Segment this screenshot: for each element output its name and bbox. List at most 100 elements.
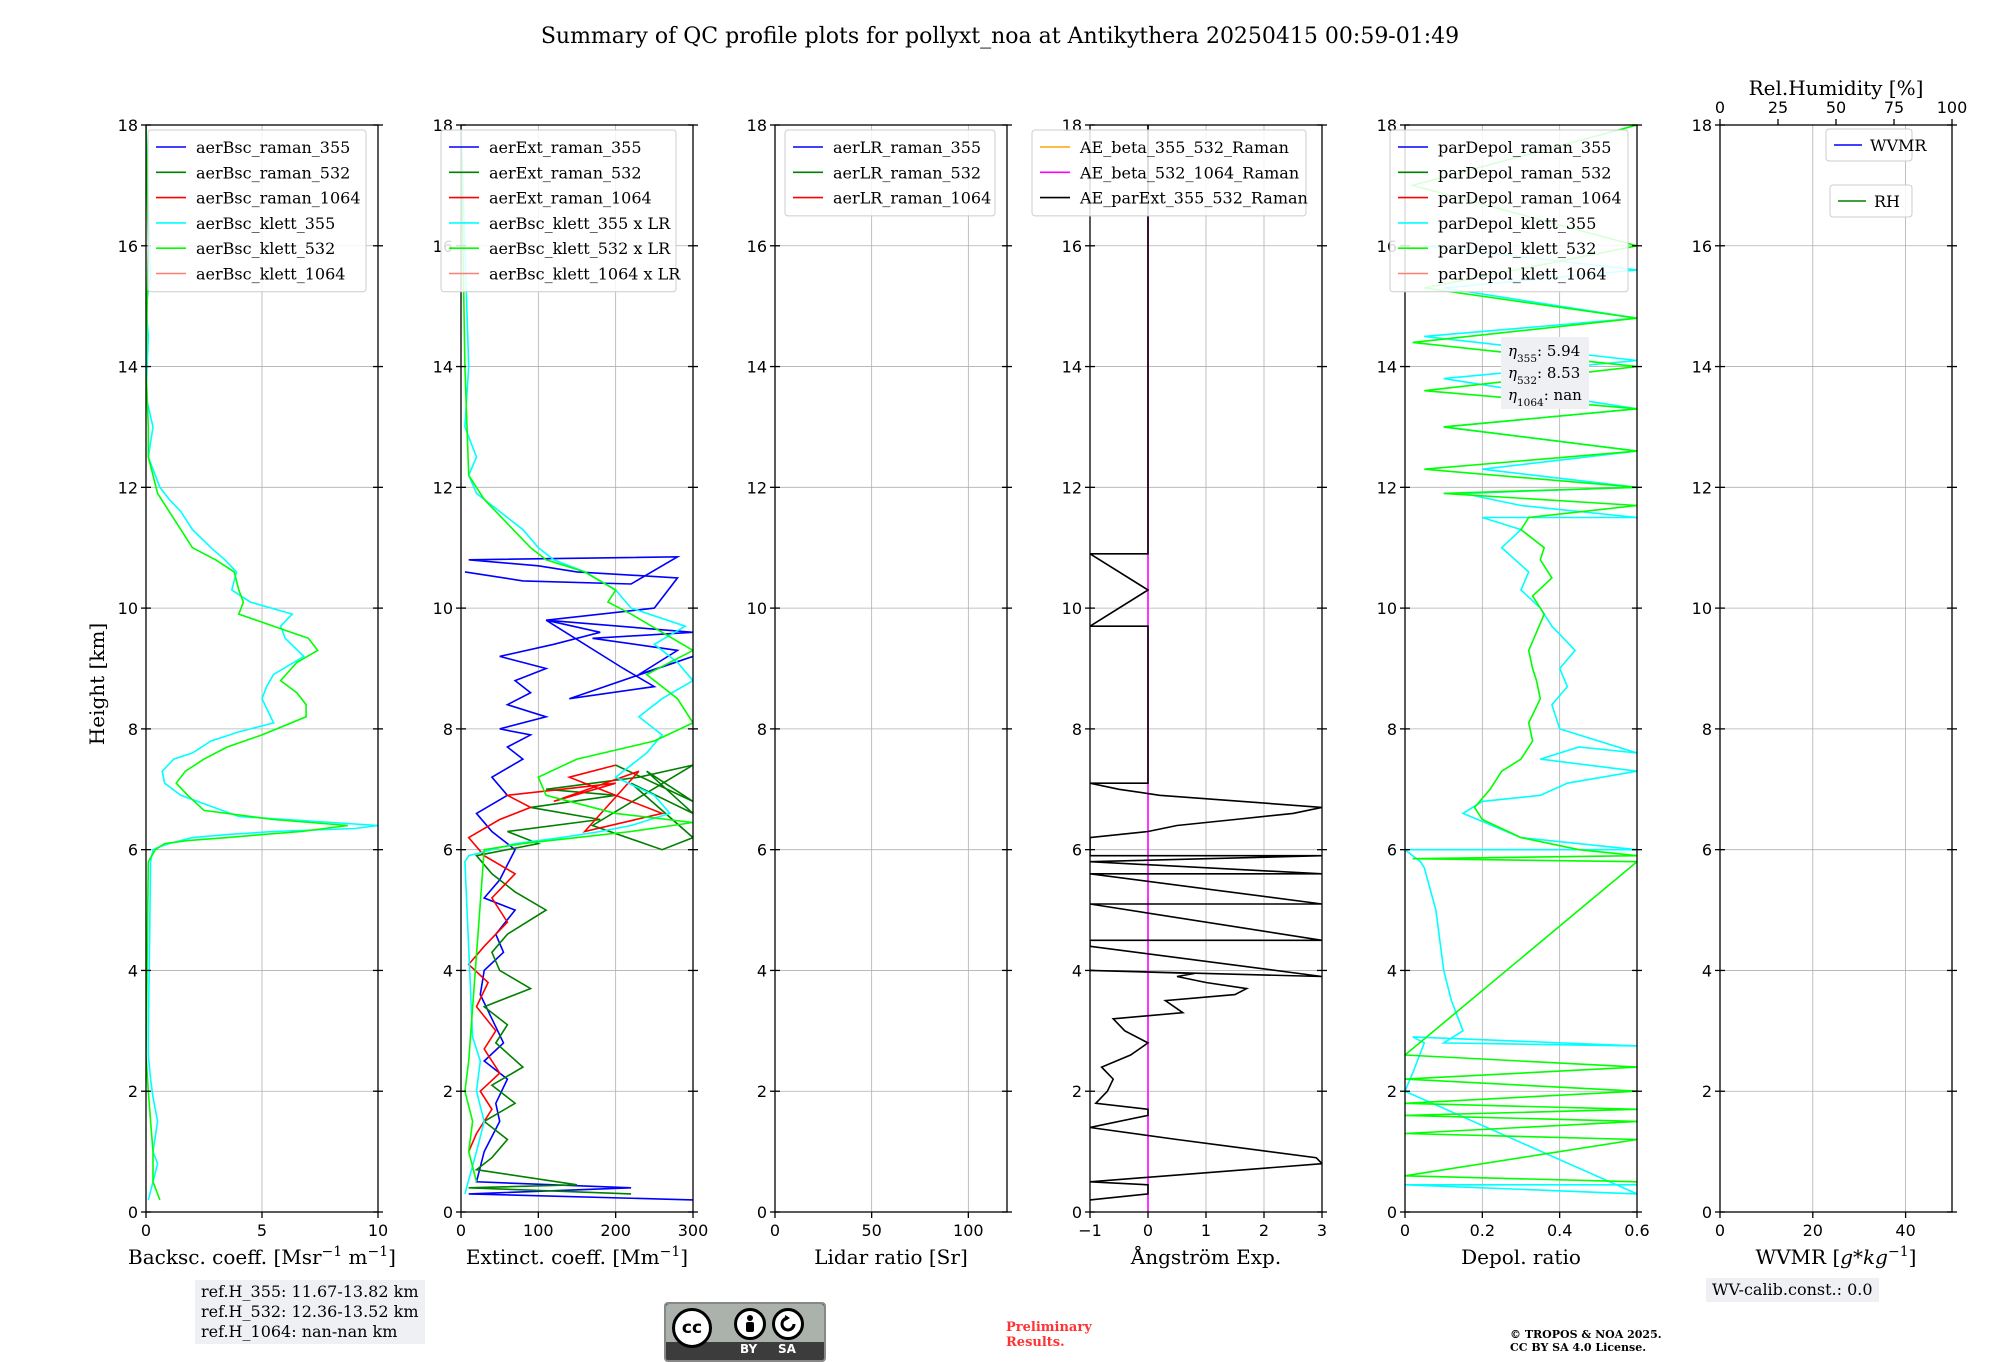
- legend-label: aerExt_raman_355: [489, 138, 642, 157]
- y-tick-label: 12: [1692, 478, 1712, 497]
- series-line-aerExt_raman_1064: [467, 764, 665, 1152]
- license-sa-label: SA: [778, 1342, 796, 1356]
- x-tick-label: 5: [257, 1221, 267, 1240]
- top-x-tick-label: 100: [1937, 98, 1968, 117]
- x-tick-label: 0: [1400, 1221, 1410, 1240]
- legend-label: aerLR_raman_355: [833, 138, 981, 157]
- axes-frame: [460, 124, 694, 1213]
- legend-label: aerLR_raman_532: [833, 163, 981, 182]
- y-tick-label: 4: [443, 961, 453, 980]
- top-x-tick-label: 75: [1884, 98, 1904, 117]
- y-tick-label: 10: [1692, 599, 1712, 618]
- x-tick-label: 0: [770, 1221, 780, 1240]
- wv-calibration-text: WV-calib.const.: 0.0: [1712, 1280, 1873, 1299]
- ref-height-355: ref.H_355: 11.67-13.82 km: [201, 1282, 419, 1301]
- ref-height-532: ref.H_532: 12.36-13.52 km: [201, 1302, 419, 1321]
- legend-label: aerLR_raman_1064: [833, 189, 991, 208]
- axes-frame: [1404, 124, 1638, 1213]
- copyright-notice: © TROPOS & NOA 2025. CC BY SA 4.0 Licens…: [1510, 1328, 1662, 1354]
- x-tick-label: 300: [678, 1221, 709, 1240]
- legend-label: aerBsc_klett_355 x LR: [489, 214, 671, 233]
- y-tick-label: 4: [1702, 961, 1712, 980]
- series-line-aerBsc_klett_355 x LR: [461, 125, 693, 1195]
- panel-2: 0246810121416180100200300Extinct. coeff.…: [433, 116, 709, 1269]
- x-tick-label: 0: [456, 1221, 466, 1240]
- x-axis-label: Ångström Exp.: [1130, 1244, 1281, 1269]
- series-group: [146, 125, 378, 1201]
- y-tick-label: 12: [1377, 478, 1397, 497]
- panel-3: 0 2 4 6 8 10 12 14 16 18 0 50 100 Lidar ratio [Sr] aer…: [747, 116, 1012, 1269]
- legend-label: aerExt_raman_1064: [489, 189, 652, 208]
- series-line-aerBsc_klett_355: [146, 125, 378, 1201]
- reference-height-box: ref.H_355: 11.67-13.82 km ref.H_532: 12.…: [195, 1280, 425, 1344]
- legend-label: WVMR: [1870, 136, 1927, 155]
- y-tick-label: 8: [1072, 720, 1082, 739]
- legend-label: aerBsc_klett_1064: [196, 265, 345, 284]
- y-tick-label: 10: [1062, 599, 1082, 618]
- legend-box: [1829, 184, 1913, 218]
- x-axis-label: WVMR [g*kg−1]: [1756, 1244, 1917, 1269]
- legend-label: aerBsc_raman_1064: [196, 189, 361, 208]
- legend-label: RH: [1874, 192, 1900, 211]
- series-line-parDepol_klett_532: [1405, 125, 1637, 1183]
- legend-label: aerBsc_klett_532: [196, 239, 335, 258]
- panel-1: 0 2 4 6 8 10 12 14 16 18 0 5 10 Backsc. coeff. [Msr−1…: [118, 116, 396, 1269]
- y-tick-label: 18: [1692, 116, 1712, 135]
- series-line-AE_parExt_355_532_Raman: [1090, 125, 1322, 1201]
- x-tick-label: 50: [861, 1221, 881, 1240]
- y-tick-label: 4: [1387, 961, 1397, 980]
- y-tick-label: 18: [118, 116, 138, 135]
- y-tick-label: 2: [757, 1082, 767, 1101]
- cc-icon: cc: [672, 1308, 712, 1348]
- y-tick-label: 8: [128, 720, 138, 739]
- legend-box: [1825, 128, 1913, 162]
- y-tick-label: 6: [128, 841, 138, 860]
- y-tick-label: 14: [1377, 358, 1397, 377]
- legend-box: [1389, 129, 1629, 293]
- y-tick-label: 4: [757, 961, 767, 980]
- legend-label: parDepol_raman_532: [1438, 163, 1611, 182]
- y-tick-label: 12: [433, 478, 453, 497]
- top-x-tick-label: 50: [1826, 98, 1846, 117]
- axes-frame: [1719, 124, 1953, 1213]
- x-tick-label: 0.6: [1624, 1221, 1649, 1240]
- top-x-tick-label: 0: [1715, 98, 1725, 117]
- series-line-aerExt_raman_355: [464, 555, 693, 1201]
- y-tick-label: 8: [1702, 720, 1712, 739]
- x-tick-label: 200: [600, 1221, 631, 1240]
- y-tick-label: 12: [747, 478, 767, 497]
- y-tick-label: 14: [747, 358, 767, 377]
- legend-box: [1031, 129, 1307, 217]
- y-tick-label: 16: [1062, 237, 1082, 256]
- y-tick-label: 0: [1387, 1203, 1397, 1222]
- share-alike-icon: [772, 1308, 804, 1340]
- y-tick-label: 10: [747, 599, 767, 618]
- y-tick-label: 18: [747, 116, 767, 135]
- legend-label: parDepol_klett_355: [1438, 214, 1596, 233]
- y-tick-label: 12: [118, 478, 138, 497]
- x-tick-label: −1: [1078, 1221, 1102, 1240]
- y-tick-label: 14: [1692, 358, 1712, 377]
- eta-box: [1501, 337, 1589, 409]
- y-tick-label: 12: [1062, 478, 1082, 497]
- x-tick-label: 0: [141, 1221, 151, 1240]
- y-tick-label: 8: [443, 720, 453, 739]
- eta-value: η532: 8.53: [1508, 364, 1580, 387]
- y-tick-label: 6: [1387, 841, 1397, 860]
- wv-calibration-box: WV-calib.const.: 0.0: [1706, 1278, 1879, 1302]
- x-tick-label: 20: [1803, 1221, 1823, 1240]
- series-group: [461, 125, 693, 1201]
- y-tick-label: 14: [433, 358, 453, 377]
- y-tick-label: 14: [118, 358, 138, 377]
- eta-value: η1064: nan: [1508, 386, 1582, 409]
- x-tick-label: 100: [523, 1221, 554, 1240]
- y-tick-label: 0: [757, 1203, 767, 1222]
- legend-label: parDepol_raman_355: [1438, 138, 1611, 157]
- legend-label: AE_parExt_355_532_Raman: [1079, 189, 1308, 208]
- legend-label: aerBsc_klett_355: [196, 214, 335, 233]
